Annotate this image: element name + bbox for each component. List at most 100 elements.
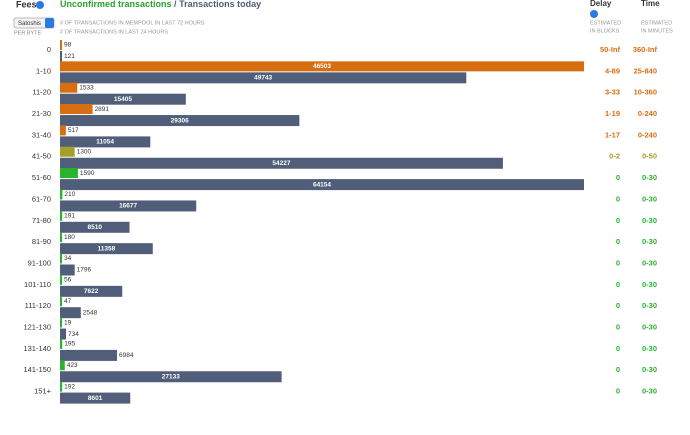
unconfirmed-bar [60, 61, 584, 72]
unconfirmed-bar [60, 40, 62, 50]
delay: 3-33 [605, 88, 620, 97]
fee-label: 151+ [34, 387, 52, 396]
bar-label: 1796 [77, 267, 92, 274]
unconfirmed-bar [60, 296, 62, 307]
bar-label: 8601 [88, 395, 103, 402]
fee-label: 61-70 [32, 194, 51, 203]
bar-label: 56 [64, 277, 72, 284]
time: 0-30 [642, 258, 657, 267]
fee-label: 31-40 [32, 130, 51, 139]
fee-label: 1-10 [36, 66, 51, 75]
time: 0-240 [638, 130, 657, 139]
fee-label: 21-30 [32, 109, 51, 118]
unconfirmed-bar [60, 317, 62, 328]
delay: 0 [616, 344, 620, 353]
time-title: Time [641, 0, 660, 8]
unconfirmed-bar [60, 82, 78, 93]
delay: 4-89 [605, 66, 620, 75]
time: 0-30 [642, 280, 657, 289]
today-bar [60, 72, 467, 84]
today-bar [60, 136, 151, 148]
time: 0-30 [642, 387, 657, 396]
time: 0-30 [642, 237, 657, 246]
today-bar [60, 392, 131, 404]
time: 360-Inf [633, 45, 658, 54]
unconfirmed-bar [60, 274, 62, 285]
bar-label: 11054 [96, 139, 114, 146]
bar-label: 8510 [88, 224, 103, 231]
caption: ESTIMATED [590, 20, 621, 26]
time: 0-30 [642, 194, 657, 203]
fee-label: 0 [47, 45, 51, 54]
unconfirmed-bar [60, 104, 93, 115]
fee-label: 131-140 [23, 344, 51, 353]
info-icon[interactable] [36, 1, 44, 9]
bar-label: 180 [64, 234, 75, 241]
caption: ESTIMATED [641, 20, 672, 26]
fee-label: 121-130 [23, 323, 51, 332]
info-icon[interactable] [590, 10, 598, 18]
unconfirmed-bar [60, 210, 63, 221]
bar-label: 517 [68, 127, 79, 134]
bar-label: 2891 [95, 106, 110, 113]
today-bar [60, 371, 282, 383]
delay: 0 [616, 194, 620, 203]
bar-label: 27133 [162, 373, 180, 380]
unconfirmed-bar [60, 146, 75, 157]
today-bar [60, 243, 153, 255]
unconfirmed-bar [60, 189, 63, 200]
fee-label: 101-110 [24, 280, 51, 289]
bar-label: 47 [64, 298, 72, 305]
fee-label: 11-20 [32, 88, 51, 97]
delay: 0 [616, 237, 620, 246]
today-bar [60, 179, 584, 191]
today-bar [60, 51, 62, 62]
slash: / [174, 0, 177, 9]
time: 0-30 [642, 344, 657, 353]
select-arrow[interactable] [45, 18, 54, 28]
bar-label: 15405 [114, 96, 132, 103]
today-bar [60, 200, 197, 212]
delay: 0 [616, 387, 620, 396]
bar-label: 1300 [77, 148, 92, 155]
today-title: Transactions today [179, 0, 261, 9]
bar-label: 423 [67, 362, 78, 369]
bar-label: 16677 [119, 203, 137, 210]
delay: 0 [616, 216, 620, 225]
bar-label: 19 [64, 319, 72, 326]
per-byte: PER BYTE [14, 30, 42, 36]
delay: 0-2 [609, 152, 620, 161]
bar-label: 29306 [171, 117, 189, 124]
delay: 0 [616, 301, 620, 310]
fee-label: 81-90 [32, 237, 51, 246]
delay: 0 [616, 365, 620, 374]
bar-label: 191 [64, 213, 75, 220]
delay: 50-Inf [600, 45, 621, 54]
time: 25-840 [634, 66, 657, 75]
delay: 1-19 [605, 109, 620, 118]
unconfirmed-bar [60, 232, 63, 243]
fee-label: 111-120 [25, 301, 51, 310]
bar-label: 64154 [313, 181, 331, 188]
unconfirmed-bar [60, 125, 66, 136]
header-series: Unconfirmed transactions / Transactions … [60, 0, 261, 9]
fee-label: 141-150 [23, 365, 51, 374]
caption: # OF TRANSACTIONS IN MEMPOOL IN LAST 72 … [60, 20, 205, 26]
unconfirmed-bar [60, 360, 65, 371]
bar-label: 121 [64, 53, 75, 60]
delay: 0 [616, 280, 620, 289]
time: 0-30 [642, 173, 657, 182]
time: 0-30 [642, 216, 657, 225]
unconfirmed-bar [60, 381, 63, 392]
unit-label: Satoshis [18, 21, 41, 27]
fee-label: 91-100 [28, 258, 51, 267]
today-bar [60, 221, 130, 233]
unconfirmed-bar [60, 168, 78, 179]
today-bar [60, 115, 300, 127]
time: 0-50 [642, 152, 657, 161]
bar-label: 54227 [272, 160, 290, 167]
bar-label: 7622 [84, 288, 99, 295]
today-bar [60, 307, 81, 319]
